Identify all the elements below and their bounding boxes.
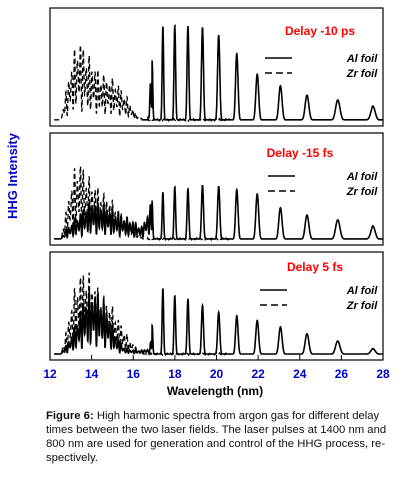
figure-caption: Figure 6: High harmonic spectra from arg…	[46, 409, 398, 465]
panel-title: Delay -10 ps	[285, 24, 355, 38]
series-line-al-foil	[141, 24, 383, 121]
series-line-al-foil	[54, 184, 383, 240]
legend-label: Al foil	[346, 53, 378, 65]
x-tick-label: 14	[85, 367, 99, 381]
panel-title: Delay 5 fs	[287, 260, 343, 274]
x-tick-label: 18	[168, 367, 182, 381]
caption-label: Figure 6:	[46, 410, 94, 422]
x-tick-label: 26	[335, 367, 349, 381]
series-line-zr-foil	[54, 166, 231, 242]
caption-text: High harmonic spectra from argon gas for…	[46, 410, 387, 464]
series-line-zr-foil	[54, 272, 231, 357]
x-tick-label: 24	[293, 367, 307, 381]
legend-label: Al foil	[346, 171, 378, 183]
panel-1: Delay -10 ps Al foil Zr foil	[49, 7, 384, 127]
legend-label: Zr foil	[346, 186, 378, 198]
legend-label: Al foil	[346, 285, 378, 297]
x-tick-label: 16	[127, 367, 141, 381]
panel-frame	[49, 7, 384, 127]
x-tick-label: 12	[43, 367, 57, 381]
series-line-zr-foil	[54, 44, 231, 123]
x-tick-label: 20	[210, 367, 224, 381]
legend-label: Zr foil	[346, 68, 378, 80]
hhg-spectra-figure: HHG Intensity Delay -10 ps Al foil Zr foil…	[5, 7, 390, 398]
x-tick-label: 22	[251, 367, 265, 381]
panel-title: Delay -15 fs	[267, 146, 334, 160]
panel-frame	[49, 132, 384, 246]
panel-2: Delay -15 fs Al foil Zr foil	[49, 132, 384, 246]
y-axis-label: HHG Intensity	[5, 132, 20, 219]
legend-label: Zr foil	[346, 300, 378, 312]
x-tick-label: 28	[376, 367, 390, 381]
series-line-al-foil	[54, 288, 383, 355]
x-axis-label: Wavelength (nm)	[167, 384, 263, 398]
